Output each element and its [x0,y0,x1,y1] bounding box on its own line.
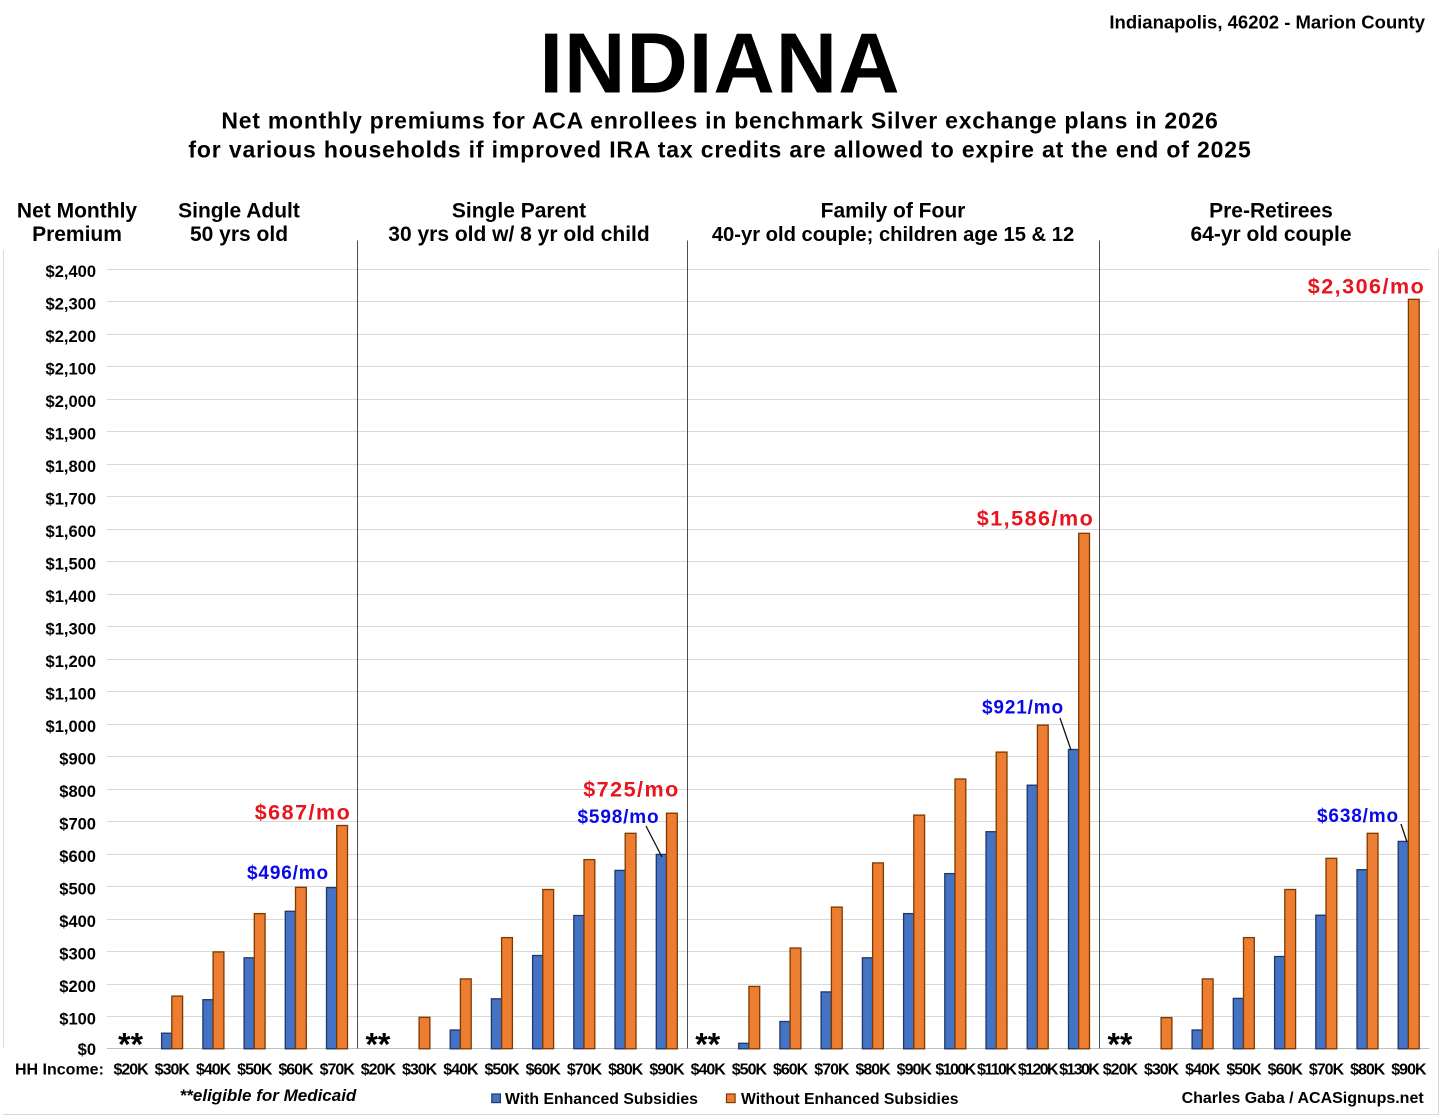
svg-text:$20K: $20K [1103,1062,1139,1079]
svg-text:Single Adult: Single Adult [178,200,300,223]
svg-text:$921/mo: $921/mo [982,698,1064,719]
svg-text:$2,300: $2,300 [46,296,96,314]
svg-text:$80K: $80K [1350,1062,1386,1079]
svg-text:$120K: $120K [1018,1062,1059,1079]
svg-text:$725/mo: $725/mo [583,778,680,802]
svg-text:$1,600: $1,600 [46,523,96,541]
svg-text:50 yrs old: 50 yrs old [190,223,288,246]
svg-text:$70K: $70K [814,1062,850,1079]
svg-text:$1,400: $1,400 [46,588,96,606]
svg-text:$1,800: $1,800 [46,458,96,476]
svg-text:$30K: $30K [402,1062,438,1079]
svg-text:$90K: $90K [897,1062,933,1079]
svg-text:$300: $300 [59,946,96,964]
svg-text:$30K: $30K [155,1062,191,1079]
svg-text:**eligible for Medicaid: **eligible for Medicaid [180,1086,357,1105]
svg-text:$60K: $60K [1268,1062,1304,1079]
svg-text:$80K: $80K [608,1062,644,1079]
svg-text:for various households if impr: for various households if improved IRA t… [188,137,1251,163]
svg-text:Single Parent: Single Parent [452,200,586,223]
svg-text:**: ** [118,1027,143,1063]
svg-text:$100: $100 [59,1011,96,1029]
svg-text:$900: $900 [59,751,96,769]
svg-text:**: ** [1107,1027,1132,1063]
svg-text:Family of Four: Family of Four [821,200,966,223]
svg-text:$2,200: $2,200 [46,328,96,346]
svg-text:$400: $400 [59,913,96,931]
svg-text:**: ** [695,1027,720,1063]
svg-text:$598/mo: $598/mo [578,807,660,828]
svg-text:40-yr old couple; children age: 40-yr old couple; children age 15 & 12 [712,224,1074,246]
svg-text:$70K: $70K [1309,1062,1345,1079]
svg-text:$50K: $50K [1226,1062,1262,1079]
svg-text:$50K: $50K [732,1062,768,1079]
svg-text:$90K: $90K [649,1062,685,1079]
svg-text:Pre-Retirees: Pre-Retirees [1209,200,1333,223]
svg-text:$110K: $110K [977,1062,1017,1079]
svg-text:$600: $600 [59,848,96,866]
svg-text:$0: $0 [78,1041,96,1059]
svg-text:$20K: $20K [361,1062,397,1079]
svg-text:$60K: $60K [773,1062,809,1079]
svg-text:$40K: $40K [443,1062,479,1079]
svg-text:$1,586/mo: $1,586/mo [977,507,1094,531]
svg-text:$1,500: $1,500 [46,556,96,574]
svg-text:$1,300: $1,300 [46,621,96,639]
svg-text:$70K: $70K [567,1062,603,1079]
svg-text:$687/mo: $687/mo [255,801,352,825]
svg-text:$2,306/mo: $2,306/mo [1308,275,1425,299]
svg-text:With Enhanced Subsidies: With Enhanced Subsidies [505,1091,698,1108]
svg-text:$496/mo: $496/mo [247,863,329,884]
svg-text:$50K: $50K [484,1062,520,1079]
svg-text:$100K: $100K [935,1062,976,1079]
svg-text:HH Income:: HH Income: [15,1062,104,1079]
svg-text:**: ** [365,1027,390,1063]
svg-text:$40K: $40K [196,1062,232,1079]
svg-text:$40K: $40K [691,1062,727,1079]
svg-text:$60K: $60K [526,1062,562,1079]
svg-text:Indianapolis, 46202 - Marion C: Indianapolis, 46202 - Marion County [1109,12,1425,33]
svg-text:Premium: Premium [32,223,122,246]
svg-text:$1,000: $1,000 [46,718,96,736]
svg-text:Without Enhanced Subsidies: Without Enhanced Subsidies [741,1091,959,1108]
svg-text:$1,100: $1,100 [46,686,96,704]
svg-text:$90K: $90K [1391,1062,1427,1079]
svg-text:$2,000: $2,000 [46,393,96,411]
svg-text:Net Monthly: Net Monthly [17,200,137,223]
svg-text:$40K: $40K [1185,1062,1221,1079]
svg-text:30 yrs old w/ 8 yr old child: 30 yrs old w/ 8 yr old child [388,223,649,246]
svg-text:$80K: $80K [855,1062,891,1079]
svg-text:Charles Gaba / ACASignups.net: Charles Gaba / ACASignups.net [1182,1090,1425,1107]
svg-text:$2,400: $2,400 [46,263,96,281]
svg-text:$1,700: $1,700 [46,491,96,509]
svg-text:$500: $500 [59,881,96,899]
svg-text:$638/mo: $638/mo [1317,806,1399,827]
svg-text:$50K: $50K [237,1062,273,1079]
svg-text:INDIANA: INDIANA [539,17,900,112]
svg-text:$1,200: $1,200 [46,653,96,671]
svg-text:$700: $700 [59,816,96,834]
svg-text:$2,100: $2,100 [46,361,96,379]
svg-text:$200: $200 [59,978,96,996]
svg-text:$20K: $20K [113,1062,149,1079]
svg-text:$30K: $30K [1144,1062,1180,1079]
svg-text:$70K: $70K [320,1062,356,1079]
svg-text:Net monthly premiums for ACA e: Net monthly premiums for ACA enrollees i… [221,108,1218,134]
svg-text:$800: $800 [59,783,96,801]
svg-text:$1,900: $1,900 [46,426,96,444]
svg-text:64-yr old couple: 64-yr old couple [1190,223,1351,246]
svg-text:$60K: $60K [278,1062,314,1079]
svg-text:$130K: $130K [1059,1062,1100,1079]
